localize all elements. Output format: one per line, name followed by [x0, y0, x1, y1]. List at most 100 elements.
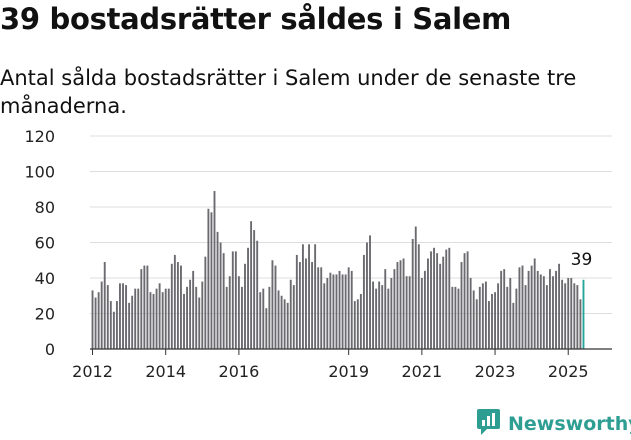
bar: [308, 244, 310, 349]
bar: [488, 301, 490, 349]
bar: [164, 288, 167, 349]
brand-name: Newsworthy: [508, 413, 631, 435]
newsworthy-logo-icon: [476, 408, 501, 440]
bar: [314, 244, 317, 349]
bar: [298, 262, 301, 349]
bar: [253, 230, 256, 349]
bar: [320, 267, 323, 349]
bar: [542, 276, 545, 349]
bar: [558, 263, 561, 349]
bar: [213, 191, 216, 349]
bar: [323, 283, 326, 349]
bar: [292, 285, 295, 349]
bar: [478, 286, 481, 350]
bar: [509, 278, 512, 349]
bar: [500, 270, 503, 349]
bar: [384, 269, 387, 350]
bar: [103, 262, 106, 349]
y-tick-label: 20: [35, 305, 55, 324]
bar: [201, 281, 204, 349]
bar: [338, 270, 341, 349]
bar: [176, 262, 179, 349]
bar: [183, 293, 185, 349]
newsworthy-brand[interactable]: Newsworthy: [476, 408, 631, 440]
bar: [387, 288, 390, 349]
bar: [524, 285, 527, 349]
bar: [198, 297, 201, 349]
bar: [219, 242, 222, 349]
bar: [512, 302, 515, 349]
bar: [460, 262, 463, 349]
bar: [448, 247, 451, 349]
bar: [515, 288, 518, 349]
bar: [265, 308, 268, 349]
bar: [484, 281, 487, 349]
bar: [341, 274, 344, 349]
bar: [405, 276, 408, 349]
y-tick-label: 0: [45, 340, 55, 359]
bar: [353, 301, 356, 349]
bar: [326, 278, 329, 349]
bar: [167, 288, 170, 349]
bar: [140, 269, 143, 350]
highlight-value-label: 39: [571, 250, 593, 270]
bar: [579, 299, 582, 349]
bar: [115, 301, 118, 349]
bar: [134, 288, 137, 349]
bar: [149, 292, 152, 349]
bar: [225, 286, 228, 350]
x-tick-label: 2012: [72, 362, 113, 381]
y-tick-label: 60: [35, 234, 55, 253]
bar: [112, 311, 115, 349]
bar: [158, 283, 161, 349]
bar: [497, 283, 500, 349]
bar: [237, 276, 240, 349]
bar: [576, 285, 579, 349]
chart-subtitle: Antal sålda bostadsrätter i Salem under …: [0, 66, 577, 118]
bar: [396, 262, 399, 349]
bar: [521, 265, 524, 349]
bar: [427, 258, 429, 349]
x-tick-label: 2025: [548, 362, 589, 381]
bar: [539, 274, 542, 349]
highlight-bar: [582, 279, 585, 349]
bar: [494, 292, 496, 349]
bar: [393, 269, 396, 350]
y-tick-label: 40: [35, 269, 55, 288]
bar: [137, 288, 140, 349]
bar: [155, 288, 158, 349]
bar: [375, 288, 378, 349]
bar: [119, 283, 121, 349]
y-tick-label: 100: [24, 163, 55, 182]
bar: [555, 270, 557, 349]
bar: [491, 293, 493, 349]
bar: [433, 247, 435, 349]
bars: [91, 191, 585, 350]
bar: [311, 262, 314, 349]
bar: [567, 278, 570, 349]
bar: [180, 265, 182, 349]
bar: [228, 276, 231, 349]
bar: [262, 288, 265, 349]
bar: [283, 299, 286, 349]
bar: [469, 278, 472, 349]
bar: [552, 276, 554, 349]
bar: [268, 286, 271, 350]
bar: [372, 281, 375, 349]
bar: [277, 290, 280, 349]
bar: [408, 276, 411, 349]
bar: [573, 283, 576, 349]
bar: [222, 253, 225, 349]
bar: [533, 258, 536, 349]
bar: [548, 269, 551, 350]
bar: [561, 279, 564, 349]
x-tick-label: 2023: [475, 362, 516, 381]
bar: [106, 285, 109, 349]
bar: [100, 281, 103, 349]
bar: [143, 265, 146, 349]
bar: [161, 292, 164, 349]
bar: [274, 265, 277, 349]
x-tick-label: 2019: [328, 362, 369, 381]
bar: [271, 260, 274, 349]
